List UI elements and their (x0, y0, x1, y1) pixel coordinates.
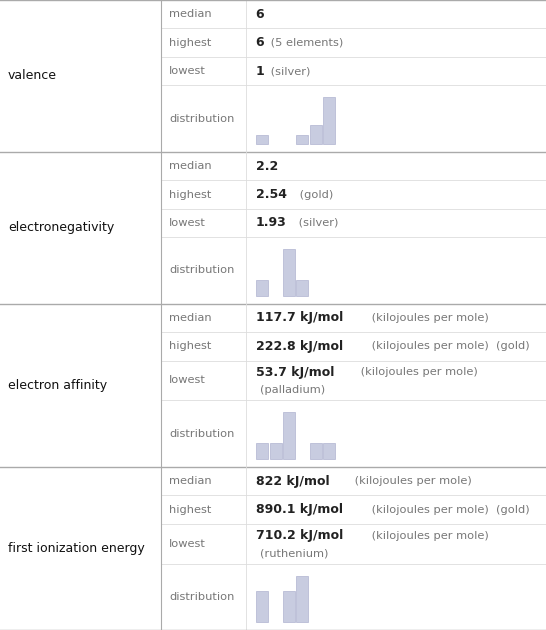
Text: 1.93: 1.93 (256, 217, 287, 229)
Text: lowest: lowest (169, 66, 206, 76)
Bar (296, 576, 308, 622)
Text: median: median (169, 161, 212, 171)
Text: (kilojoules per mole): (kilojoules per mole) (357, 367, 478, 377)
Bar (270, 444, 282, 459)
Text: 710.2 kJ/mol: 710.2 kJ/mol (256, 529, 343, 542)
Text: lowest: lowest (169, 375, 206, 386)
Text: first ionization energy: first ionization energy (8, 542, 145, 555)
Text: (ruthenium): (ruthenium) (260, 549, 328, 559)
Bar (296, 135, 308, 144)
Text: lowest: lowest (169, 218, 206, 228)
Bar (310, 125, 322, 144)
Text: 6: 6 (256, 36, 264, 49)
Bar (296, 280, 308, 295)
Text: lowest: lowest (169, 539, 206, 549)
Text: electron affinity: electron affinity (8, 379, 107, 392)
Text: 2.2: 2.2 (256, 159, 278, 173)
Text: 822 kJ/mol: 822 kJ/mol (256, 474, 329, 488)
Text: highest: highest (169, 341, 211, 352)
Bar (257, 444, 268, 459)
Text: 890.1 kJ/mol: 890.1 kJ/mol (256, 503, 343, 516)
Bar (257, 280, 268, 295)
Text: (kilojoules per mole): (kilojoules per mole) (369, 313, 489, 323)
Bar (257, 591, 268, 622)
Text: distribution: distribution (169, 113, 234, 123)
Bar (323, 98, 335, 144)
Text: distribution: distribution (169, 592, 234, 602)
Text: (5 elements): (5 elements) (267, 38, 343, 48)
Bar (283, 591, 295, 622)
Text: median: median (169, 9, 212, 20)
Bar (283, 249, 295, 295)
Text: (palladium): (palladium) (260, 386, 325, 396)
Text: 1: 1 (256, 65, 264, 77)
Text: median: median (169, 313, 212, 323)
Bar (283, 413, 295, 459)
Text: (silver): (silver) (267, 66, 310, 76)
Text: (kilojoules per mole)  (gold): (kilojoules per mole) (gold) (368, 341, 530, 352)
Text: distribution: distribution (169, 428, 234, 438)
Text: (gold): (gold) (296, 190, 333, 200)
Text: 222.8 kJ/mol: 222.8 kJ/mol (256, 340, 343, 353)
Text: (kilojoules per mole)  (gold): (kilojoules per mole) (gold) (368, 505, 530, 515)
Text: (silver): (silver) (295, 218, 339, 228)
Text: highest: highest (169, 38, 211, 48)
Bar (323, 444, 335, 459)
Bar (257, 135, 268, 144)
Text: 117.7 kJ/mol: 117.7 kJ/mol (256, 311, 343, 324)
Text: median: median (169, 476, 212, 486)
Text: electronegativity: electronegativity (8, 221, 114, 234)
Text: 6: 6 (256, 8, 264, 21)
Text: distribution: distribution (169, 265, 234, 275)
Text: 2.54: 2.54 (256, 188, 287, 201)
Text: highest: highest (169, 505, 211, 515)
Text: highest: highest (169, 190, 211, 200)
Bar (310, 444, 322, 459)
Text: valence: valence (8, 69, 57, 83)
Text: 53.7 kJ/mol: 53.7 kJ/mol (256, 366, 334, 379)
Text: (kilojoules per mole): (kilojoules per mole) (351, 476, 471, 486)
Text: (kilojoules per mole): (kilojoules per mole) (369, 530, 489, 541)
